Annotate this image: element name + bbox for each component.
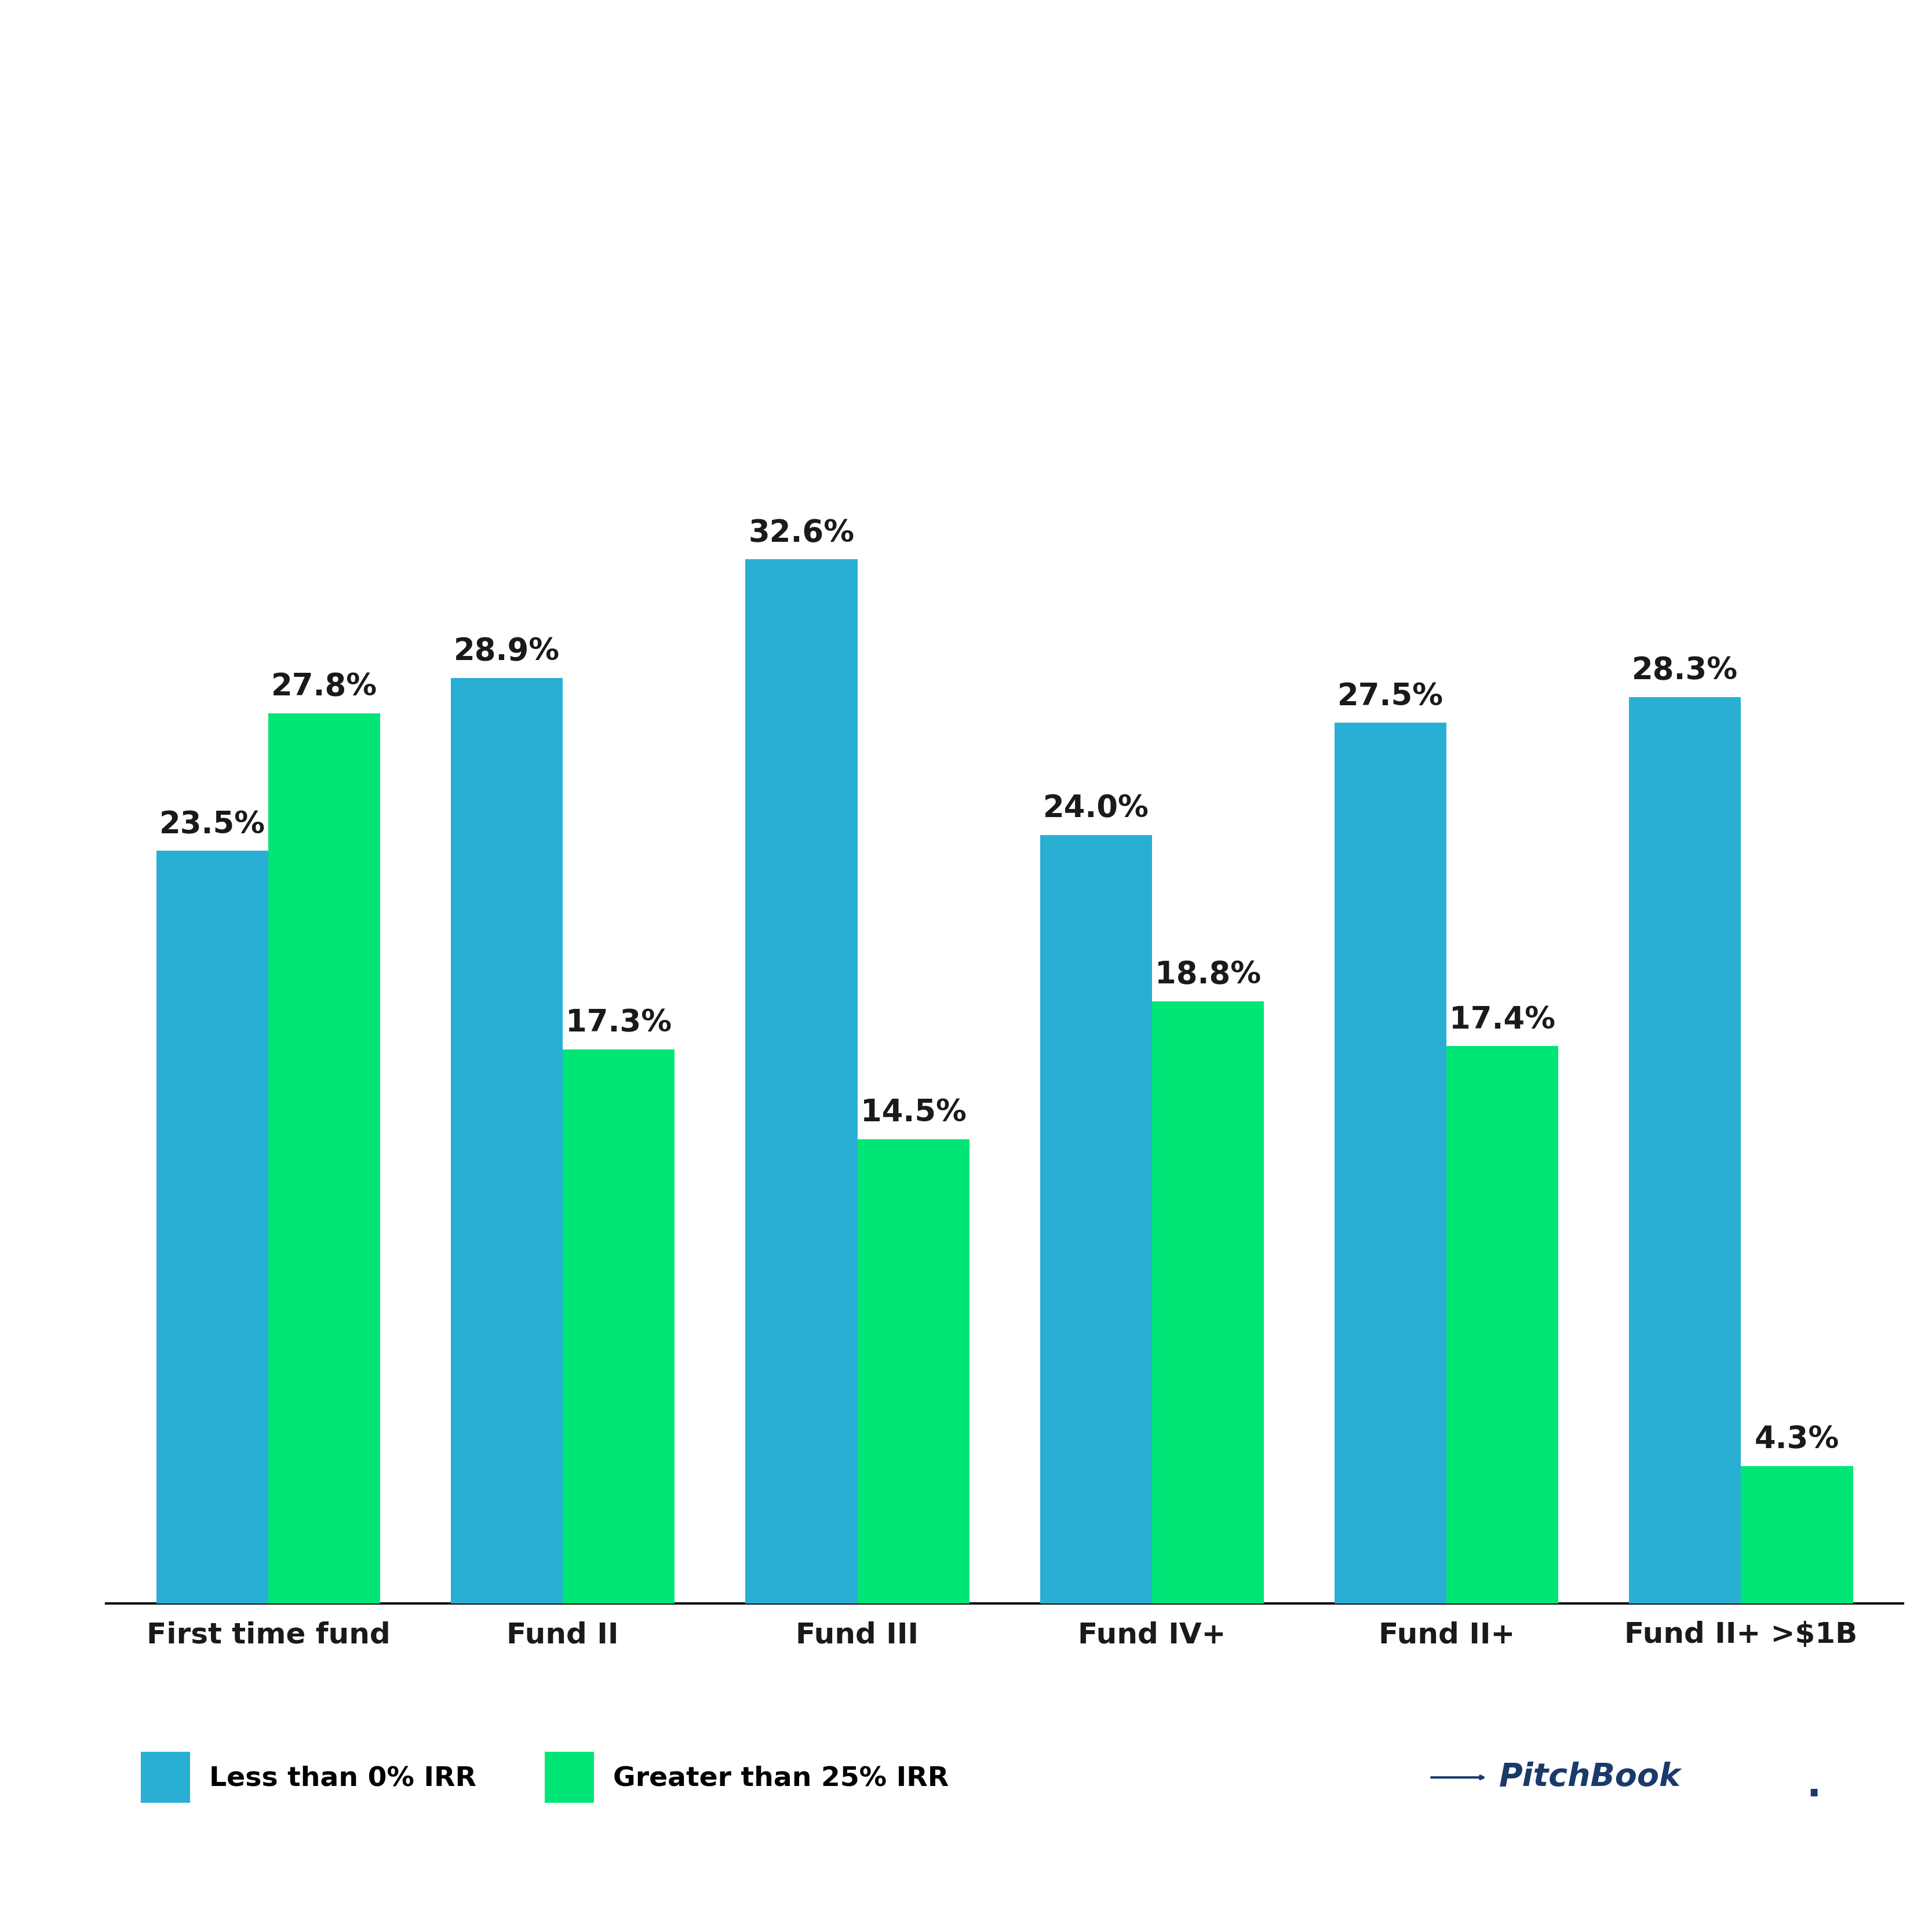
Text: 24.0%: 24.0% [1043, 794, 1150, 823]
Text: 14.5%: 14.5% [860, 1097, 966, 1128]
Bar [269, 713, 381, 1604]
Bar [450, 678, 562, 1604]
Text: 4.3%: 4.3% [1754, 1424, 1839, 1455]
Bar [1151, 1001, 1264, 1604]
Bar [1447, 1047, 1559, 1604]
Text: 32.6%: 32.6% [748, 518, 854, 549]
Text: 23.5%: 23.5% [158, 810, 265, 840]
Text: Percentage of funds hitting performance: Percentage of funds hitting performance [68, 66, 1406, 124]
Bar [1629, 697, 1741, 1604]
Bar [1741, 1466, 1853, 1604]
Text: milestones by fund number:: milestones by fund number: [68, 214, 989, 272]
Text: 18.8%: 18.8% [1155, 960, 1262, 991]
Text: 28.9%: 28.9% [454, 636, 560, 667]
Bar [1335, 723, 1447, 1604]
Bar [156, 850, 269, 1604]
Bar [562, 1049, 674, 1604]
Text: PitchBook: PitchBook [1499, 1762, 1681, 1793]
Bar [1039, 835, 1151, 1604]
Text: 27.8%: 27.8% [270, 672, 377, 701]
Text: 17.4%: 17.4% [1449, 1005, 1555, 1036]
Text: 28.3%: 28.3% [1633, 655, 1739, 686]
Bar [858, 1140, 970, 1604]
Bar [746, 560, 858, 1604]
Text: .: . [1806, 1766, 1822, 1804]
Legend: Less than 0% IRR, Greater than 25% IRR: Less than 0% IRR, Greater than 25% IRR [129, 1741, 960, 1814]
Text: 17.3%: 17.3% [566, 1009, 672, 1037]
Text: 27.5%: 27.5% [1337, 682, 1443, 711]
